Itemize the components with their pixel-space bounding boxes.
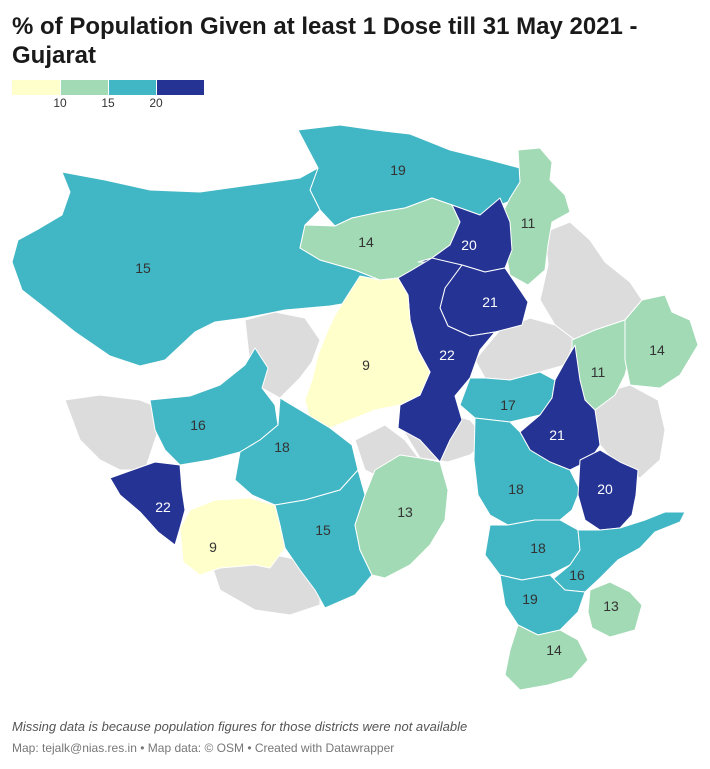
district-shape[interactable] [624,294,699,389]
district-value-label: 13 [603,598,619,614]
district-value-label: 19 [390,162,406,178]
district-shape[interactable] [179,497,286,576]
district-shape[interactable] [109,461,186,546]
district-shape[interactable] [577,449,639,531]
district-value-label: 9 [209,539,217,555]
legend-tick-20: 20 [149,96,163,110]
district-value-label: 21 [549,427,565,443]
map-title: % of Population Given at least 1 Dose ti… [12,13,638,69]
district-value-label: 20 [461,237,477,253]
district-value-label: 11 [521,215,536,231]
district-value-label: 22 [155,499,171,515]
district-value-label: 22 [439,347,455,363]
legend-swatch-3 [108,80,156,95]
district-shape[interactable] [499,147,571,286]
district-value-label: 14 [546,642,562,658]
district-value-label: 14 [358,234,374,250]
district-shape[interactable] [11,167,393,367]
missing-district-porbandar[interactable] [64,394,166,471]
district-shape[interactable] [473,417,581,526]
district-value-label: 16 [569,567,585,583]
district-value-label: 19 [522,591,538,607]
district-shape[interactable] [304,275,431,429]
legend-separator [108,80,109,99]
district-value-label: 15 [315,522,331,538]
legend-tick-10: 10 [53,96,67,110]
district-value-label: 16 [190,417,206,433]
district-value-label: 9 [362,357,370,373]
district-value-label: 15 [135,260,151,276]
legend-tick-15: 15 [101,96,115,110]
district-value-label: 20 [597,481,613,497]
district-shapes [11,124,699,691]
district-shape[interactable] [587,581,643,638]
legend-separator [60,80,61,99]
district-value-labels: 19 15 14 11 20 21 22 9 11 14 17 16 18 21 22 9 15 13 18 20 18… [135,162,665,658]
legend-swatch-1 [12,80,60,95]
district-shape[interactable] [499,574,586,636]
district-shape[interactable] [551,511,686,593]
district-value-label: 21 [482,294,498,310]
district-value-label: 13 [397,504,413,520]
map-credit: Map: tejalk@nias.res.in • Map data: © OS… [12,741,395,755]
legend-swatch-4 [156,80,204,95]
district-value-label: 18 [508,481,524,497]
color-legend: 10 15 20 [12,80,204,112]
district-value-label: 17 [500,397,516,413]
legend-swatch-2 [60,80,108,95]
district-value-label: 11 [591,364,606,380]
district-value-label: 18 [530,540,546,556]
district-shape[interactable] [149,347,279,466]
district-shape[interactable] [504,624,589,691]
missing-data-note: Missing data is because population figur… [12,719,468,734]
district-value-label: 18 [274,439,290,455]
legend-separator [156,80,157,99]
district-shape[interactable] [354,454,449,579]
district-value-label: 14 [649,342,665,358]
